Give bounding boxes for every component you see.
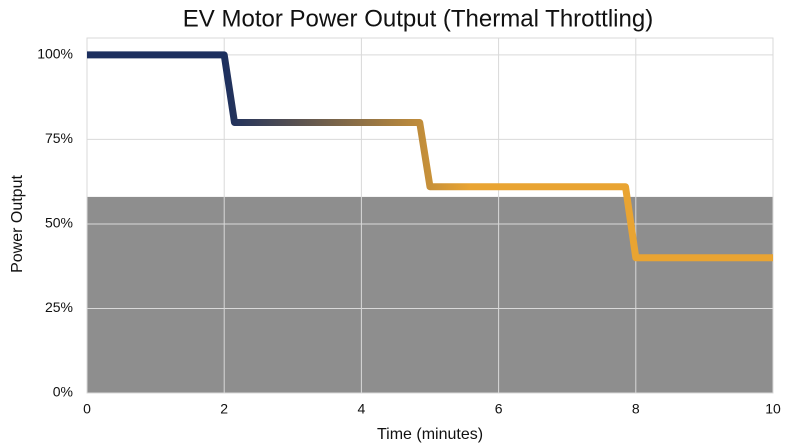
y-axis-label: Power Output — [9, 175, 26, 273]
x-tick-label: 0 — [83, 401, 91, 417]
x-tick-label: 10 — [765, 401, 781, 417]
x-tick-label: 8 — [632, 401, 640, 417]
x-tick-label: 6 — [495, 401, 503, 417]
y-tick-label: 50% — [45, 215, 73, 231]
x-tick-label: 4 — [358, 401, 366, 417]
shaded-region — [87, 196, 773, 393]
chart-title: EV Motor Power Output (Thermal Throttlin… — [183, 5, 653, 32]
y-tick-label: 75% — [45, 130, 73, 146]
y-tick-label: 0% — [53, 384, 73, 400]
x-tick-label: 2 — [220, 401, 228, 417]
plot-frame — [86, 37, 774, 394]
x-axis-label: Time (minutes) — [377, 426, 483, 443]
power-line — [87, 51, 773, 262]
y-tick-label: 25% — [45, 299, 73, 315]
y-tick-label: 100% — [37, 46, 73, 62]
